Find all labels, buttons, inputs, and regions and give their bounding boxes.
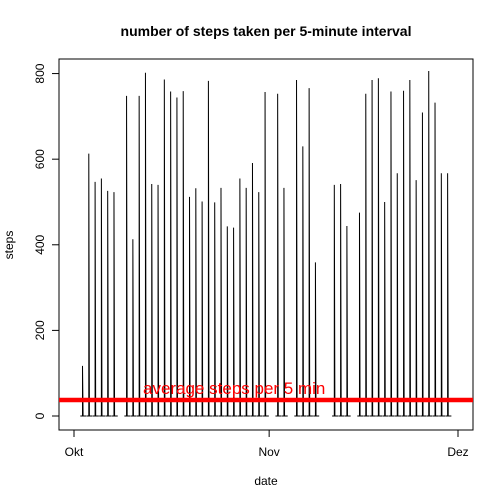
y-tick-label: 200 [33,320,47,340]
x-tick-label: Nov [258,445,279,459]
series-layer [80,70,452,417]
chart-title: number of steps taken per 5-minute inter… [121,23,412,39]
y-axis-label: steps [2,231,16,260]
y-tick-label: 0 [33,412,47,419]
x-axis: Okt Nov Dez [65,429,469,459]
y-axis: 0 200 400 600 800 [33,63,60,419]
y-tick-label: 400 [33,234,47,254]
average-annotation: average steps per 5 min [143,379,325,398]
x-tick-label: Dez [447,445,468,459]
x-axis-label: date [254,474,278,488]
steps-series-line [80,70,452,417]
y-tick-label: 800 [33,63,47,83]
y-tick-label: 600 [33,149,47,169]
x-tick-label: Okt [65,445,84,459]
